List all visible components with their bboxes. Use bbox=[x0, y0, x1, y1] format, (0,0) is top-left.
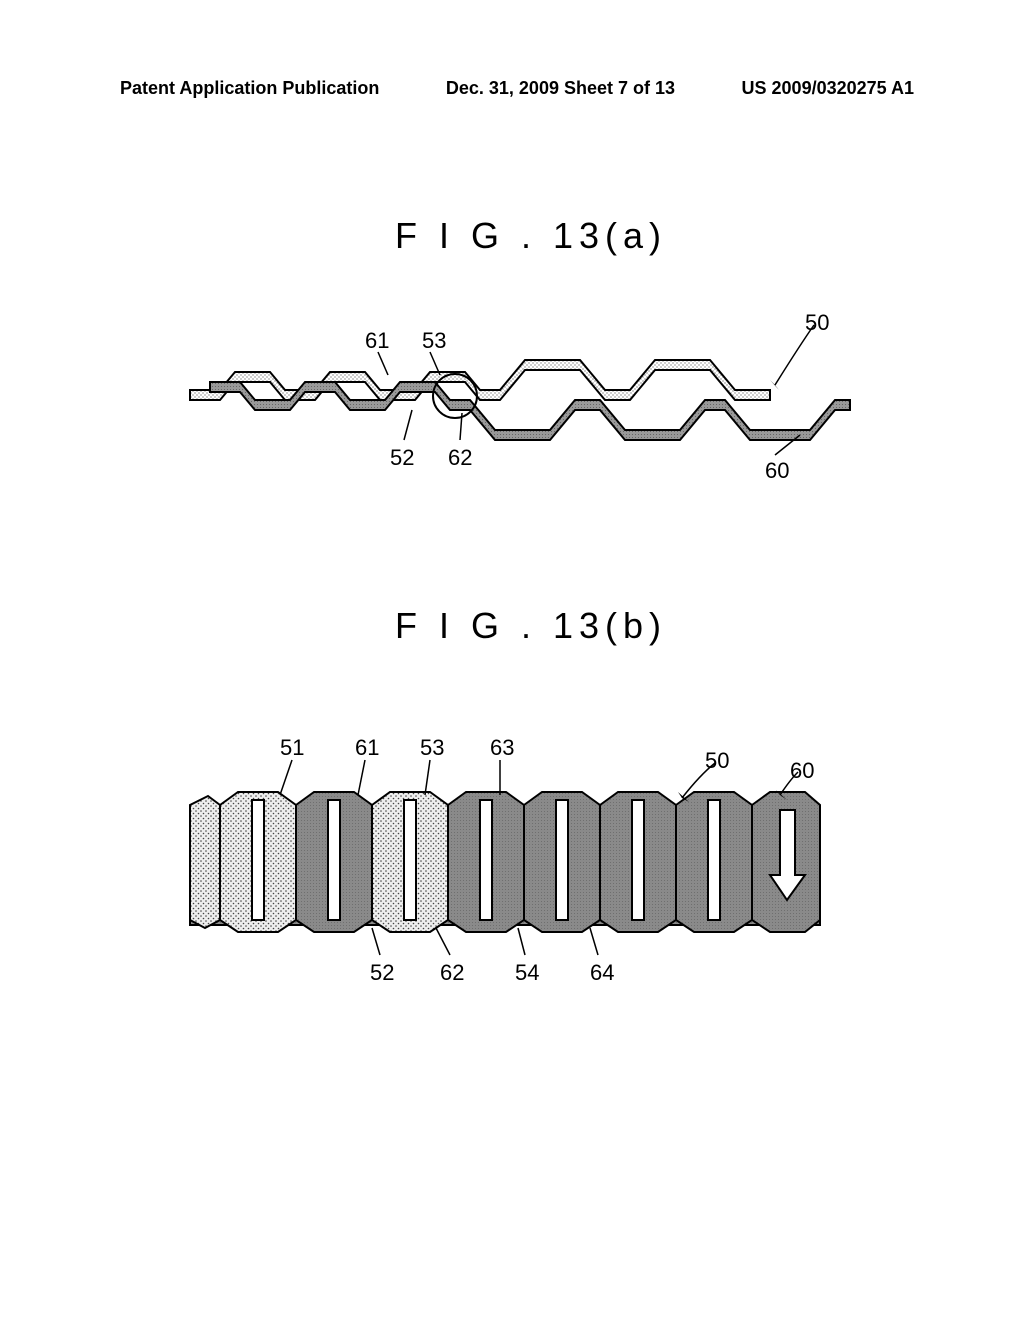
label-51-b: 51 bbox=[280, 735, 304, 761]
label-53-a: 53 bbox=[422, 328, 446, 354]
label-53-b: 53 bbox=[420, 735, 444, 761]
label-54-b: 54 bbox=[515, 960, 539, 986]
header-publication-type: Patent Application Publication bbox=[120, 78, 379, 99]
label-60-a: 60 bbox=[765, 458, 789, 484]
label-60-b: 60 bbox=[790, 758, 814, 784]
figure-a-title: F I G . 13(a) bbox=[395, 215, 667, 257]
figure-b-title: F I G . 13(b) bbox=[395, 605, 667, 647]
label-61-b: 61 bbox=[355, 735, 379, 761]
label-62-b: 62 bbox=[440, 960, 464, 986]
label-52-b: 52 bbox=[370, 960, 394, 986]
header-publication-number: US 2009/0320275 A1 bbox=[742, 78, 914, 99]
figure-b-container: 51 61 53 63 50 60 52 62 54 64 bbox=[180, 720, 860, 1000]
label-63-b: 63 bbox=[490, 735, 514, 761]
figure-b-svg bbox=[180, 720, 860, 1000]
label-50-a: 50 bbox=[805, 310, 829, 336]
label-61-a: 61 bbox=[365, 328, 389, 354]
figure-a-svg bbox=[160, 310, 860, 510]
label-62-a: 62 bbox=[448, 445, 472, 471]
page-header: Patent Application Publication Dec. 31, … bbox=[0, 78, 1024, 99]
label-50-b: 50 bbox=[705, 748, 729, 774]
label-52-a: 52 bbox=[390, 445, 414, 471]
header-date-sheet: Dec. 31, 2009 Sheet 7 of 13 bbox=[446, 78, 675, 99]
label-64-b: 64 bbox=[590, 960, 614, 986]
figure-a-container: 50 61 53 52 62 60 bbox=[160, 310, 860, 510]
